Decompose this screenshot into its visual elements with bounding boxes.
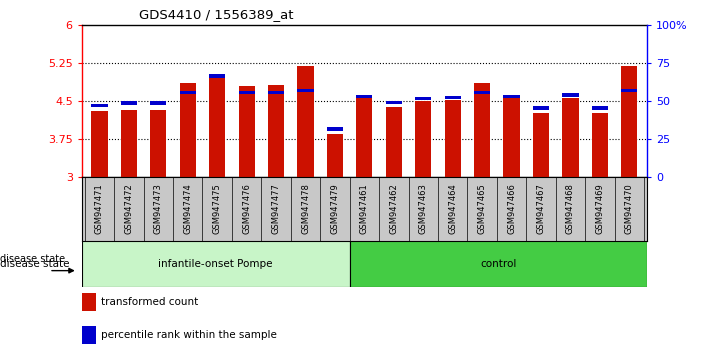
Text: GSM947465: GSM947465: [478, 183, 486, 234]
Text: GSM947477: GSM947477: [272, 183, 281, 234]
Bar: [444, 100, 461, 177]
Text: transformed count: transformed count: [101, 297, 198, 307]
Bar: [562, 98, 579, 177]
Text: GSM947474: GSM947474: [183, 183, 192, 234]
Text: GSM947463: GSM947463: [419, 183, 428, 234]
Bar: [592, 106, 608, 109]
Bar: [621, 89, 638, 92]
Text: control: control: [480, 259, 516, 269]
Bar: [386, 107, 402, 177]
Text: GSM947470: GSM947470: [625, 183, 634, 234]
Bar: [356, 95, 373, 177]
Bar: [82, 293, 96, 312]
Bar: [297, 67, 314, 177]
Text: GSM947466: GSM947466: [507, 183, 516, 234]
Text: disease state: disease state: [0, 259, 70, 269]
Bar: [150, 101, 166, 105]
Text: infantile-onset Pompe: infantile-onset Pompe: [159, 259, 273, 269]
Bar: [350, 241, 647, 287]
Bar: [238, 91, 255, 94]
Text: GSM947473: GSM947473: [154, 183, 163, 234]
Bar: [444, 96, 461, 99]
Text: GSM947461: GSM947461: [360, 183, 369, 234]
Text: GSM947479: GSM947479: [331, 183, 339, 234]
Text: GSM947475: GSM947475: [213, 183, 222, 234]
Text: percentile rank within the sample: percentile rank within the sample: [101, 330, 277, 341]
Text: GSM947476: GSM947476: [242, 183, 251, 234]
Bar: [533, 113, 549, 177]
Bar: [503, 95, 520, 98]
Text: GSM947467: GSM947467: [537, 183, 545, 234]
Bar: [209, 74, 225, 78]
Bar: [327, 134, 343, 177]
Bar: [415, 101, 432, 177]
Bar: [356, 95, 373, 98]
Text: GDS4410 / 1556389_at: GDS4410 / 1556389_at: [139, 8, 293, 21]
Bar: [415, 97, 432, 101]
Bar: [533, 106, 549, 109]
Bar: [268, 91, 284, 94]
Text: GSM947478: GSM947478: [301, 183, 310, 234]
Bar: [268, 85, 284, 177]
Bar: [474, 83, 491, 177]
Bar: [150, 109, 166, 177]
Bar: [327, 127, 343, 131]
Bar: [592, 113, 608, 177]
Bar: [82, 241, 350, 287]
Bar: [386, 101, 402, 104]
Bar: [562, 93, 579, 97]
Text: disease state: disease state: [0, 254, 65, 264]
Text: GSM947469: GSM947469: [595, 183, 604, 234]
Bar: [82, 326, 96, 344]
Bar: [503, 98, 520, 177]
Bar: [121, 101, 137, 105]
Text: GSM947472: GSM947472: [124, 183, 134, 234]
Text: GSM947468: GSM947468: [566, 183, 575, 234]
Bar: [180, 83, 196, 177]
Bar: [209, 78, 225, 177]
Bar: [621, 67, 638, 177]
Bar: [180, 91, 196, 94]
Bar: [238, 86, 255, 177]
Text: GSM947471: GSM947471: [95, 183, 104, 234]
Text: GSM947462: GSM947462: [390, 183, 398, 234]
Bar: [91, 104, 107, 108]
Bar: [121, 110, 137, 177]
Bar: [474, 91, 491, 94]
Text: GSM947464: GSM947464: [448, 183, 457, 234]
Bar: [91, 111, 107, 177]
Bar: [297, 89, 314, 92]
